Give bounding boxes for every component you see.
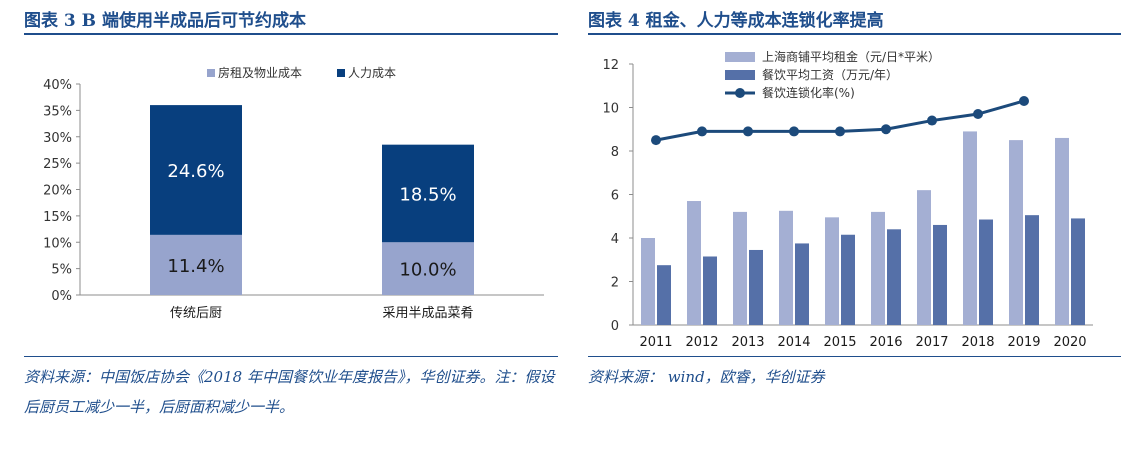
right-line-point xyxy=(835,126,845,137)
left-title-rule xyxy=(24,33,558,35)
left-x-category-label: 传统后厨 xyxy=(170,306,222,321)
right-line-point xyxy=(881,124,891,135)
right-bar-rent xyxy=(1009,140,1023,325)
right-line-point xyxy=(927,115,937,126)
left-bar-rent xyxy=(382,242,474,295)
left-bar-data-label: 24.6% xyxy=(167,161,224,182)
right-bar-wage xyxy=(887,229,901,325)
left-bar-data-label: 10.0% xyxy=(399,260,456,281)
right-y-tick-label: 0 xyxy=(611,319,619,334)
left-legend-swatch xyxy=(207,69,215,77)
left-legend-label: 房租及物业成本 xyxy=(218,65,302,80)
right-bar-wage xyxy=(933,224,947,325)
right-bar-rent xyxy=(687,201,701,325)
left-legend-swatch xyxy=(337,69,345,77)
right-bar-rent xyxy=(917,190,931,325)
right-legend-swatch xyxy=(725,70,755,80)
left-y-tick-label: 5% xyxy=(51,263,72,278)
right-y-tick-label: 12 xyxy=(602,58,619,73)
left-y-tick-label: 25% xyxy=(43,157,72,172)
left-x-category-label: 采用半成品菜肴 xyxy=(382,306,473,321)
left-y-tick-label: 0% xyxy=(51,289,72,304)
right-y-tick-label: 2 xyxy=(611,276,619,291)
right-y-tick-label: 10 xyxy=(602,102,619,117)
right-bar-wage xyxy=(657,265,671,325)
right-line-point xyxy=(651,135,661,146)
left-source-rule xyxy=(24,356,558,357)
right-bar-rent xyxy=(1055,137,1069,325)
right-x-category-label: 2019 xyxy=(1007,335,1040,350)
right-x-category-label: 2014 xyxy=(777,335,810,350)
left-y-tick-label: 30% xyxy=(43,131,72,146)
right-bar-wage xyxy=(749,249,763,325)
right-legend-swatch xyxy=(725,52,755,62)
right-chart-title: 图表 4 租金、人力等成本连锁化率提高 xyxy=(588,11,884,31)
right-y-tick-label: 6 xyxy=(611,189,619,204)
right-title-rule xyxy=(588,33,1121,35)
right-bar-wage xyxy=(841,234,855,325)
right-x-category-label: 2015 xyxy=(823,335,856,350)
left-source-note: 资料来源：中国饭店协会《2018 年中国餐饮业年度报告》，华创证券。注：假设后厨… xyxy=(24,368,555,416)
right-x-category-label: 2016 xyxy=(869,335,902,350)
right-bar-wage xyxy=(795,243,809,325)
right-bar-rent xyxy=(871,211,885,325)
right-x-category-label: 2012 xyxy=(685,335,718,350)
right-bar-rent xyxy=(641,238,655,325)
right-x-category-label: 2017 xyxy=(915,335,948,350)
left-y-tick-label: 20% xyxy=(43,184,72,199)
right-legend-label: 餐饮平均工资（万元/年） xyxy=(762,67,898,82)
right-line-point xyxy=(1019,95,1029,106)
right-bar-rent xyxy=(963,131,977,325)
right-y-tick-label: 8 xyxy=(611,145,619,160)
right-bar-wage xyxy=(1025,215,1039,325)
right-bar-wage xyxy=(979,219,993,325)
left-chart-title: 图表 3 B 端使用半成品后可节约成本 xyxy=(24,11,306,31)
left-bar-rent xyxy=(150,234,242,295)
right-x-category-label: 2018 xyxy=(961,335,994,350)
left-y-tick-label: 40% xyxy=(43,78,72,93)
left-bar-labor xyxy=(382,144,474,243)
left-bar-labor xyxy=(150,105,242,235)
left-y-tick-label: 35% xyxy=(43,104,72,119)
right-legend-label: 餐饮连锁化率(%) xyxy=(762,85,855,100)
right-bar-wage xyxy=(1071,218,1085,325)
right-x-category-label: 2020 xyxy=(1053,335,1086,350)
right-source-note: 资料来源： wind，欧睿，华创证券 xyxy=(588,368,825,386)
left-legend-label: 人力成本 xyxy=(348,66,396,80)
left-y-tick-label: 10% xyxy=(43,236,72,251)
left-stacked-bar-chart: 0% 5% 10% 15% 20% 25% 30% 35% 40% 11.4% 24.6% 传统后厨 1… xyxy=(43,65,544,321)
right-legend-marker xyxy=(735,88,745,98)
right-line-point xyxy=(697,126,707,137)
right-y-tick-label: 4 xyxy=(611,232,619,247)
right-bar-wage xyxy=(703,256,717,325)
right-source-rule xyxy=(588,356,1121,357)
left-bar-data-label: 11.4% xyxy=(167,256,224,277)
right-legend-label: 上海商铺平均租金（元/日*平米） xyxy=(762,49,940,64)
right-line-point xyxy=(789,126,799,137)
left-y-tick-label: 15% xyxy=(43,210,72,225)
right-line-point xyxy=(973,109,983,120)
right-combo-chart: 0 2 4 6 8 10 12 2011 2012 2013 2014 2015 2016 2017 201… xyxy=(602,49,1093,350)
right-x-category-label: 2013 xyxy=(731,335,764,350)
right-bar-rent xyxy=(779,210,793,325)
right-x-category-label: 2011 xyxy=(639,335,672,350)
left-bar-data-label: 18.5% xyxy=(399,184,456,205)
right-bar-rent xyxy=(733,211,747,325)
right-line-point xyxy=(743,126,753,137)
right-bar-rent xyxy=(825,217,839,325)
